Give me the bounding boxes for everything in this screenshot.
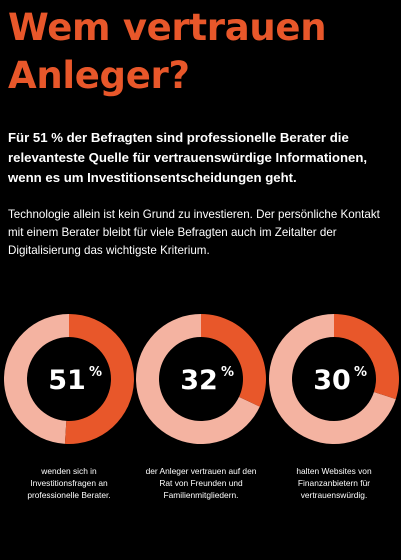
donut-remainder-1 [4, 314, 70, 444]
donut-unit-label-1: % [89, 365, 102, 380]
donut-segment-1 [64, 314, 135, 444]
page-title: Wem vertrauen Anleger? [8, 6, 327, 97]
donut-value-label-3: 30 [313, 365, 351, 396]
caption-2: der Anleger vertrauen auf den Rat von Fr… [145, 466, 257, 500]
donut-segment-3 [334, 314, 399, 400]
lead-paragraph: Für 51 % der Befragten sind professionel… [8, 130, 368, 185]
donut-value-label-1: 51 [48, 365, 86, 396]
donut-segment-2 [201, 314, 266, 407]
donut-chart-svg: 51% 32% 30% [4, 314, 399, 444]
caption-1: wenden sich in Investitionsfragen an pro… [27, 466, 111, 500]
donut-value-label-2: 32 [180, 365, 218, 396]
caption-3: halten Websites von Finanzanbietern für … [296, 466, 372, 500]
donut-remainder-2 [136, 314, 260, 444]
donut-charts: 51% 32% 30% [0, 300, 401, 460]
donut-remainder-3 [269, 314, 396, 444]
donut-unit-label-3: % [354, 365, 367, 380]
body-paragraph: Technologie allein ist kein Grund zu inv… [8, 208, 380, 257]
donut-unit-label-2: % [221, 365, 234, 380]
